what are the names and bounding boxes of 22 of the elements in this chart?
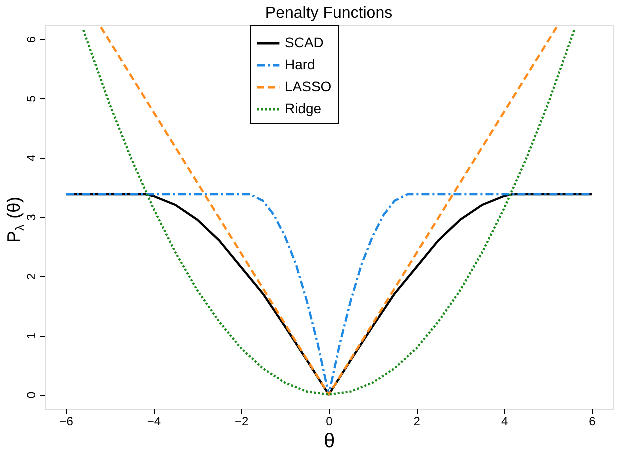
legend-label: LASSO <box>285 78 332 94</box>
x-tick-label: −2 <box>235 414 250 428</box>
y-tick-label: 0 <box>24 392 38 399</box>
y-tick-label: 2 <box>24 273 38 280</box>
x-tick-label: 0 <box>326 414 334 428</box>
x-tick-label: 2 <box>414 414 421 428</box>
y-axis-title: Pλ(θ) <box>4 196 27 244</box>
x-tick-label: 4 <box>501 414 508 428</box>
x-tick-label: −6 <box>60 414 74 428</box>
y-tick-label: 3 <box>24 214 38 221</box>
y-tick-label: 4 <box>24 154 38 162</box>
y-tick-label: 6 <box>24 36 38 44</box>
legend-label: SCAD <box>285 34 324 50</box>
chart-title: Penalty Functions <box>265 5 393 22</box>
line-series <box>64 193 594 396</box>
legend-label: Hard <box>285 56 316 72</box>
x-tick-label: −4 <box>147 414 162 428</box>
x-axis-title: θ <box>324 430 336 452</box>
x-tick-label: 6 <box>589 414 596 428</box>
legend-label: Ridge <box>285 100 322 116</box>
y-tick-label: 1 <box>24 332 38 340</box>
y-tick-label: 5 <box>24 95 38 102</box>
